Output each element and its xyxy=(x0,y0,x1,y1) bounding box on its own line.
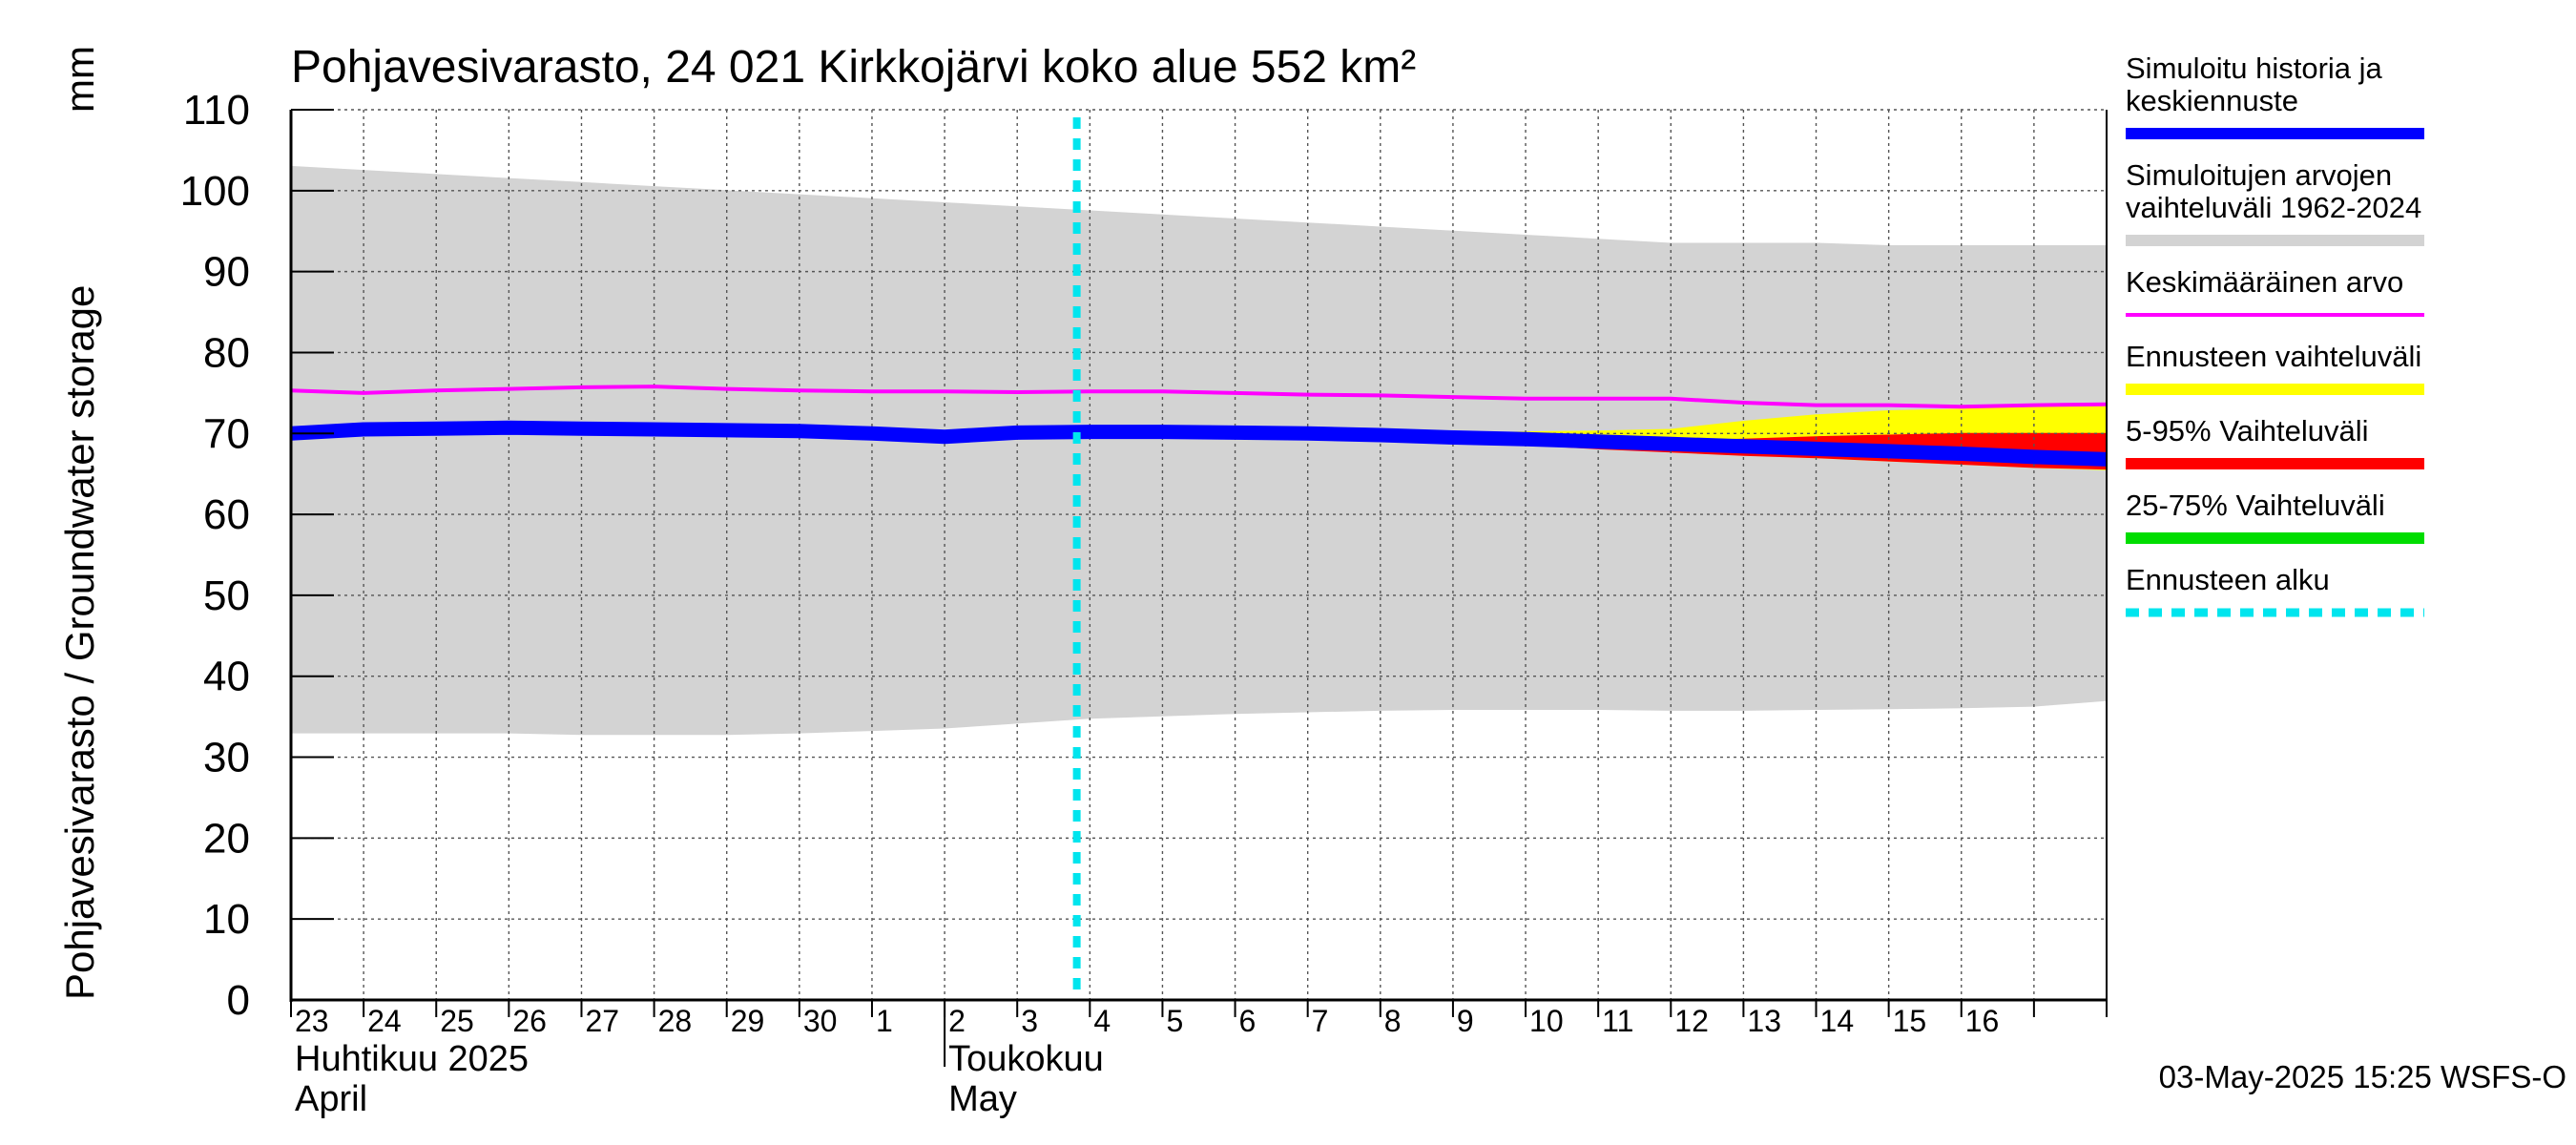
x-tick-label: 6 xyxy=(1239,1004,1257,1038)
x-tick-label: 14 xyxy=(1820,1004,1855,1038)
series-lines xyxy=(290,117,2108,1000)
x-tick-label: 7 xyxy=(1312,1004,1329,1038)
y-tick-label: 10 xyxy=(203,896,250,943)
mean-forecast-line xyxy=(290,420,2108,467)
x-tick-labels: 23 24 25 26 27 28 29 30 1 2 3 4 5 6 7 8 9 10 11 12 13 14 15 16 xyxy=(295,1004,1999,1038)
y-tick-label: 50 xyxy=(203,572,250,619)
y-tick-label: 70 xyxy=(203,410,250,457)
legend-label-1: vaihteluväli 1962-2024 xyxy=(2126,191,2421,224)
x-tick-label: 27 xyxy=(585,1004,619,1038)
axes xyxy=(289,109,2108,1067)
legend-label-2: Keskimääräinen arvo xyxy=(2126,265,2403,299)
x-tick-label: 9 xyxy=(1457,1004,1474,1038)
y-tick-label: 60 xyxy=(203,491,250,538)
x-tick-label: 3 xyxy=(1021,1004,1038,1038)
x-tick-label: 12 xyxy=(1674,1004,1709,1038)
x-tick-label: 30 xyxy=(803,1004,838,1038)
y-tick-label: 40 xyxy=(203,654,250,700)
x-tick-label: 11 xyxy=(1602,1004,1633,1038)
month-label-en-0: April xyxy=(295,1079,367,1119)
x-tick-label: 13 xyxy=(1747,1004,1781,1038)
legend-label-0: Simuloitu historia ja xyxy=(2126,52,2383,85)
y-tick-label: 30 xyxy=(203,735,250,781)
month-label-en-1: May xyxy=(948,1079,1017,1119)
x-tick-label: 10 xyxy=(1529,1004,1564,1038)
legend-label-6: Ennusteen alku xyxy=(2126,563,2330,596)
legend-label-3: Ennusteen vaihteluväli xyxy=(2126,340,2421,373)
x-tick-label: 16 xyxy=(1965,1004,2000,1038)
y-tick-label: 80 xyxy=(203,329,250,376)
average-value-line xyxy=(290,385,2108,409)
chart-title: Pohjavesivarasto, 24 021 Kirkkojärvi kok… xyxy=(291,42,1416,93)
x-tick-label: 2 xyxy=(948,1004,966,1038)
x-tick-label: 23 xyxy=(295,1004,329,1038)
y-tick-label: 90 xyxy=(203,249,250,296)
x-tick-label: 1 xyxy=(876,1004,893,1038)
legend-label-5: 25-75% Vaihteluväli xyxy=(2126,489,2385,522)
footer-timestamp: 03-May-2025 15:25 WSFS-O xyxy=(2159,1059,2566,1094)
x-tick-label: 28 xyxy=(658,1004,693,1038)
x-tick-label: 24 xyxy=(367,1004,402,1038)
y-tick-label: 0 xyxy=(227,977,250,1024)
x-tick-label: 15 xyxy=(1893,1004,1927,1038)
x-tick-label: 4 xyxy=(1093,1004,1111,1038)
month-label-0: Huhtikuu 2025 xyxy=(295,1039,529,1079)
legend-label-1: Simuloitujen arvojen xyxy=(2126,158,2392,192)
y-tick-labels: 0 10 20 30 40 50 60 70 80 90 100 110 xyxy=(180,87,250,1024)
y-axis-label: Pohjavesivarasto / Groundwater storage xyxy=(57,285,102,1000)
legend-label-4: 5-95% Vaihteluväli xyxy=(2126,414,2368,448)
x-tick-label: 29 xyxy=(731,1004,765,1038)
x-tick-label: 8 xyxy=(1384,1004,1402,1038)
y-tick-label: 100 xyxy=(180,168,250,215)
month-label-1: Toukokuu xyxy=(948,1039,1104,1079)
x-tick-label: 5 xyxy=(1166,1004,1183,1038)
y-axis-unit: mm xyxy=(57,46,102,113)
grid-lines xyxy=(291,109,2107,1000)
y-tick-label: 110 xyxy=(183,87,250,134)
y-tick-label: 20 xyxy=(203,815,250,862)
x-tick-label: 26 xyxy=(512,1004,547,1038)
legend-label-0: keskiennuste xyxy=(2126,84,2298,117)
x-tick-label: 25 xyxy=(440,1004,474,1038)
